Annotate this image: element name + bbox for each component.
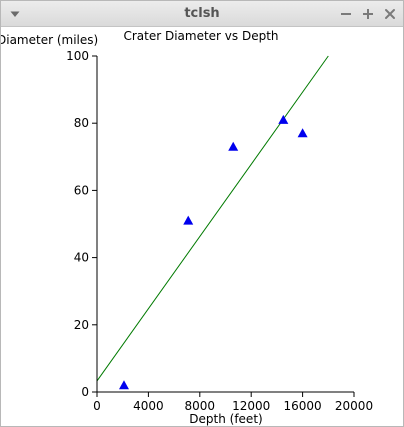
x-tick-label: 4000 xyxy=(133,399,164,413)
y-tick-label: 20 xyxy=(74,318,89,332)
chart-title: Crater Diameter vs Depth xyxy=(123,29,278,43)
y-tick-label: 0 xyxy=(81,385,89,399)
data-point xyxy=(297,128,308,138)
data-point xyxy=(183,215,194,225)
data-points xyxy=(118,114,308,390)
plus-icon[interactable] xyxy=(360,6,376,22)
trendline xyxy=(96,55,329,382)
chevron-down-icon[interactable] xyxy=(8,7,22,21)
x-tick-label: 12000 xyxy=(232,399,270,413)
title-bar[interactable]: tclsh xyxy=(1,1,403,27)
data-point xyxy=(278,114,289,124)
scatter-chart: Crater Diameter vs Depth Diameter (miles… xyxy=(1,29,373,426)
minimize-icon[interactable] xyxy=(338,6,354,22)
y-tick-label: 40 xyxy=(74,251,89,265)
x-tick-label: 0 xyxy=(93,399,101,413)
x-tick-label: 8000 xyxy=(185,399,216,413)
data-point xyxy=(228,141,239,151)
x-tick-label: 16000 xyxy=(284,399,322,413)
y-tick-label: 80 xyxy=(74,116,89,130)
y-tick-label: 100 xyxy=(66,49,89,63)
y-axis-label: Diameter (miles) xyxy=(1,33,98,47)
axes: 0 4000 8000 12000 16000 20000 0 20 40 60 80 100 xyxy=(66,49,373,413)
x-axis-label: Depth (feet) xyxy=(189,412,262,426)
chart-canvas: Crater Diameter vs Depth Diameter (miles… xyxy=(1,27,403,426)
data-point xyxy=(118,380,129,390)
y-tick-label: 60 xyxy=(74,183,89,197)
close-icon[interactable] xyxy=(382,6,398,22)
x-tick-label: 20000 xyxy=(335,399,373,413)
trendline-layer xyxy=(96,55,329,382)
